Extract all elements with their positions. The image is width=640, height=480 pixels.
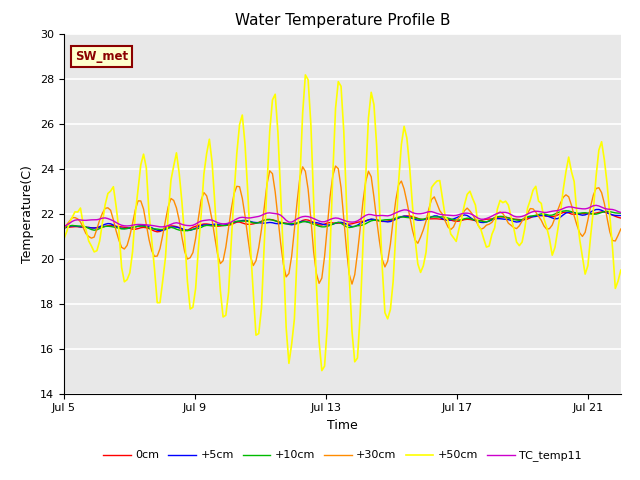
+5cm [342, 221, 350, 227]
0cm [600, 209, 608, 215]
+10cm [60, 225, 68, 230]
Y-axis label: Temperature(C): Temperature(C) [22, 165, 35, 263]
0cm [354, 219, 362, 225]
Title: Water Temperature Profile B: Water Temperature Profile B [235, 13, 450, 28]
+5cm [595, 206, 603, 212]
+5cm [154, 228, 161, 233]
TC_temp11 [211, 218, 219, 224]
+10cm [154, 226, 161, 232]
+30cm [332, 163, 339, 169]
TC_temp11 [342, 218, 350, 224]
+5cm [354, 222, 362, 228]
X-axis label: Time: Time [327, 419, 358, 432]
+10cm [120, 226, 128, 232]
+30cm [348, 281, 356, 287]
+10cm [562, 208, 570, 214]
Line: +10cm: +10cm [64, 211, 621, 231]
+30cm [356, 225, 364, 231]
+50cm [318, 368, 326, 373]
0cm [60, 224, 68, 230]
Line: TC_temp11: TC_temp11 [64, 205, 621, 227]
TC_temp11 [60, 224, 68, 229]
0cm [617, 215, 625, 221]
+30cm [208, 217, 216, 223]
+30cm [120, 246, 128, 252]
+10cm [342, 224, 350, 230]
+30cm [477, 227, 484, 232]
+5cm [156, 228, 164, 233]
+50cm [60, 236, 68, 241]
+50cm [477, 227, 484, 232]
+10cm [181, 228, 189, 234]
+50cm [120, 279, 128, 285]
TC_temp11 [120, 223, 128, 228]
+30cm [60, 226, 68, 232]
+5cm [617, 213, 625, 218]
0cm [342, 221, 350, 227]
+10cm [617, 210, 625, 216]
+30cm [342, 247, 350, 252]
+5cm [120, 226, 128, 231]
+5cm [60, 225, 68, 231]
+50cm [617, 267, 625, 273]
+30cm [154, 253, 161, 259]
Line: +50cm: +50cm [64, 75, 621, 371]
+5cm [211, 221, 219, 227]
Line: 0cm: 0cm [64, 212, 621, 232]
0cm [474, 218, 482, 224]
+10cm [354, 223, 362, 228]
+50cm [356, 311, 364, 317]
TC_temp11 [474, 216, 482, 221]
TC_temp11 [592, 203, 600, 208]
Text: SW_met: SW_met [75, 50, 128, 63]
0cm [120, 224, 128, 230]
+5cm [474, 219, 482, 225]
TC_temp11 [154, 224, 161, 229]
Legend: 0cm, +5cm, +10cm, +30cm, +50cm, TC_temp11: 0cm, +5cm, +10cm, +30cm, +50cm, TC_temp1… [99, 446, 586, 466]
+10cm [474, 217, 482, 223]
0cm [154, 229, 161, 235]
+10cm [211, 223, 219, 228]
Line: +5cm: +5cm [64, 209, 621, 230]
0cm [211, 223, 219, 228]
+50cm [208, 160, 216, 166]
Line: +30cm: +30cm [64, 166, 621, 284]
TC_temp11 [354, 218, 362, 224]
+30cm [617, 226, 625, 232]
+50cm [154, 300, 161, 306]
TC_temp11 [159, 224, 166, 230]
+50cm [301, 72, 309, 78]
TC_temp11 [617, 210, 625, 216]
0cm [156, 228, 164, 234]
+50cm [346, 273, 353, 279]
